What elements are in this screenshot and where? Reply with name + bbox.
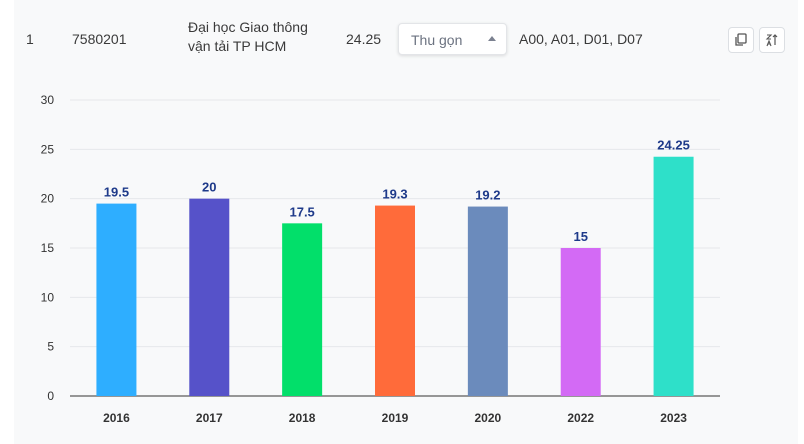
x-tick-label: 2017 <box>196 411 223 425</box>
y-tick-label: 30 <box>41 93 55 107</box>
y-tick-label: 20 <box>41 192 55 206</box>
bar-2020[interactable] <box>467 206 508 396</box>
benchmark-score: 24.25 <box>346 31 382 47</box>
data-label: 19.2 <box>475 188 500 203</box>
subject-blocks: A00, A01, D01, D07 <box>519 31 643 47</box>
collapse-label: Thu gọn <box>411 32 463 48</box>
data-label: 20 <box>202 180 216 195</box>
caret-up-icon <box>488 36 496 41</box>
copy-button[interactable] <box>728 27 754 53</box>
bar-2022[interactable] <box>560 248 601 396</box>
sort-az-icon <box>765 34 778 47</box>
copy-icon <box>735 33 747 46</box>
x-tick-label: 2019 <box>382 411 409 425</box>
x-tick-label: 2018 <box>289 411 316 425</box>
bar-2016[interactable] <box>96 203 137 396</box>
bar-2018[interactable] <box>282 223 323 396</box>
data-label: 24.25 <box>657 138 690 153</box>
result-panel: 1 7580201 Đại học Giao thông vận tải TP … <box>14 0 798 444</box>
row-index: 1 <box>26 31 34 47</box>
y-tick-label: 10 <box>41 290 55 304</box>
y-tick-label: 15 <box>41 241 55 255</box>
y-tick-label: 5 <box>47 340 54 354</box>
x-tick-label: 2016 <box>103 411 130 425</box>
bar-2017[interactable] <box>189 198 230 396</box>
data-label: 19.3 <box>382 187 407 202</box>
data-label: 17.5 <box>289 204 314 219</box>
data-label: 15 <box>573 229 587 244</box>
y-tick-label: 25 <box>41 142 55 156</box>
x-tick-label: 2020 <box>475 411 502 425</box>
data-label: 19.5 <box>104 185 129 200</box>
collapse-button[interactable]: Thu gọn <box>398 23 507 55</box>
sort-button[interactable] <box>759 27 785 53</box>
major-code: 7580201 <box>72 31 127 47</box>
x-tick-label: 2023 <box>660 411 687 425</box>
y-tick-label: 0 <box>47 389 54 403</box>
bar-2023[interactable] <box>653 156 694 396</box>
school-name: Đại học Giao thông vận tải TP HCM <box>188 19 308 54</box>
result-row: 1 7580201 Đại học Giao thông vận tải TP … <box>14 0 798 78</box>
x-tick-label: 2022 <box>567 411 594 425</box>
bar-2019[interactable] <box>375 205 415 396</box>
score-bar-chart: 0 5 10 15 20 25 30 19.5 20 17.5 19.3 19.2 15 24.25 2… <box>41 93 720 425</box>
